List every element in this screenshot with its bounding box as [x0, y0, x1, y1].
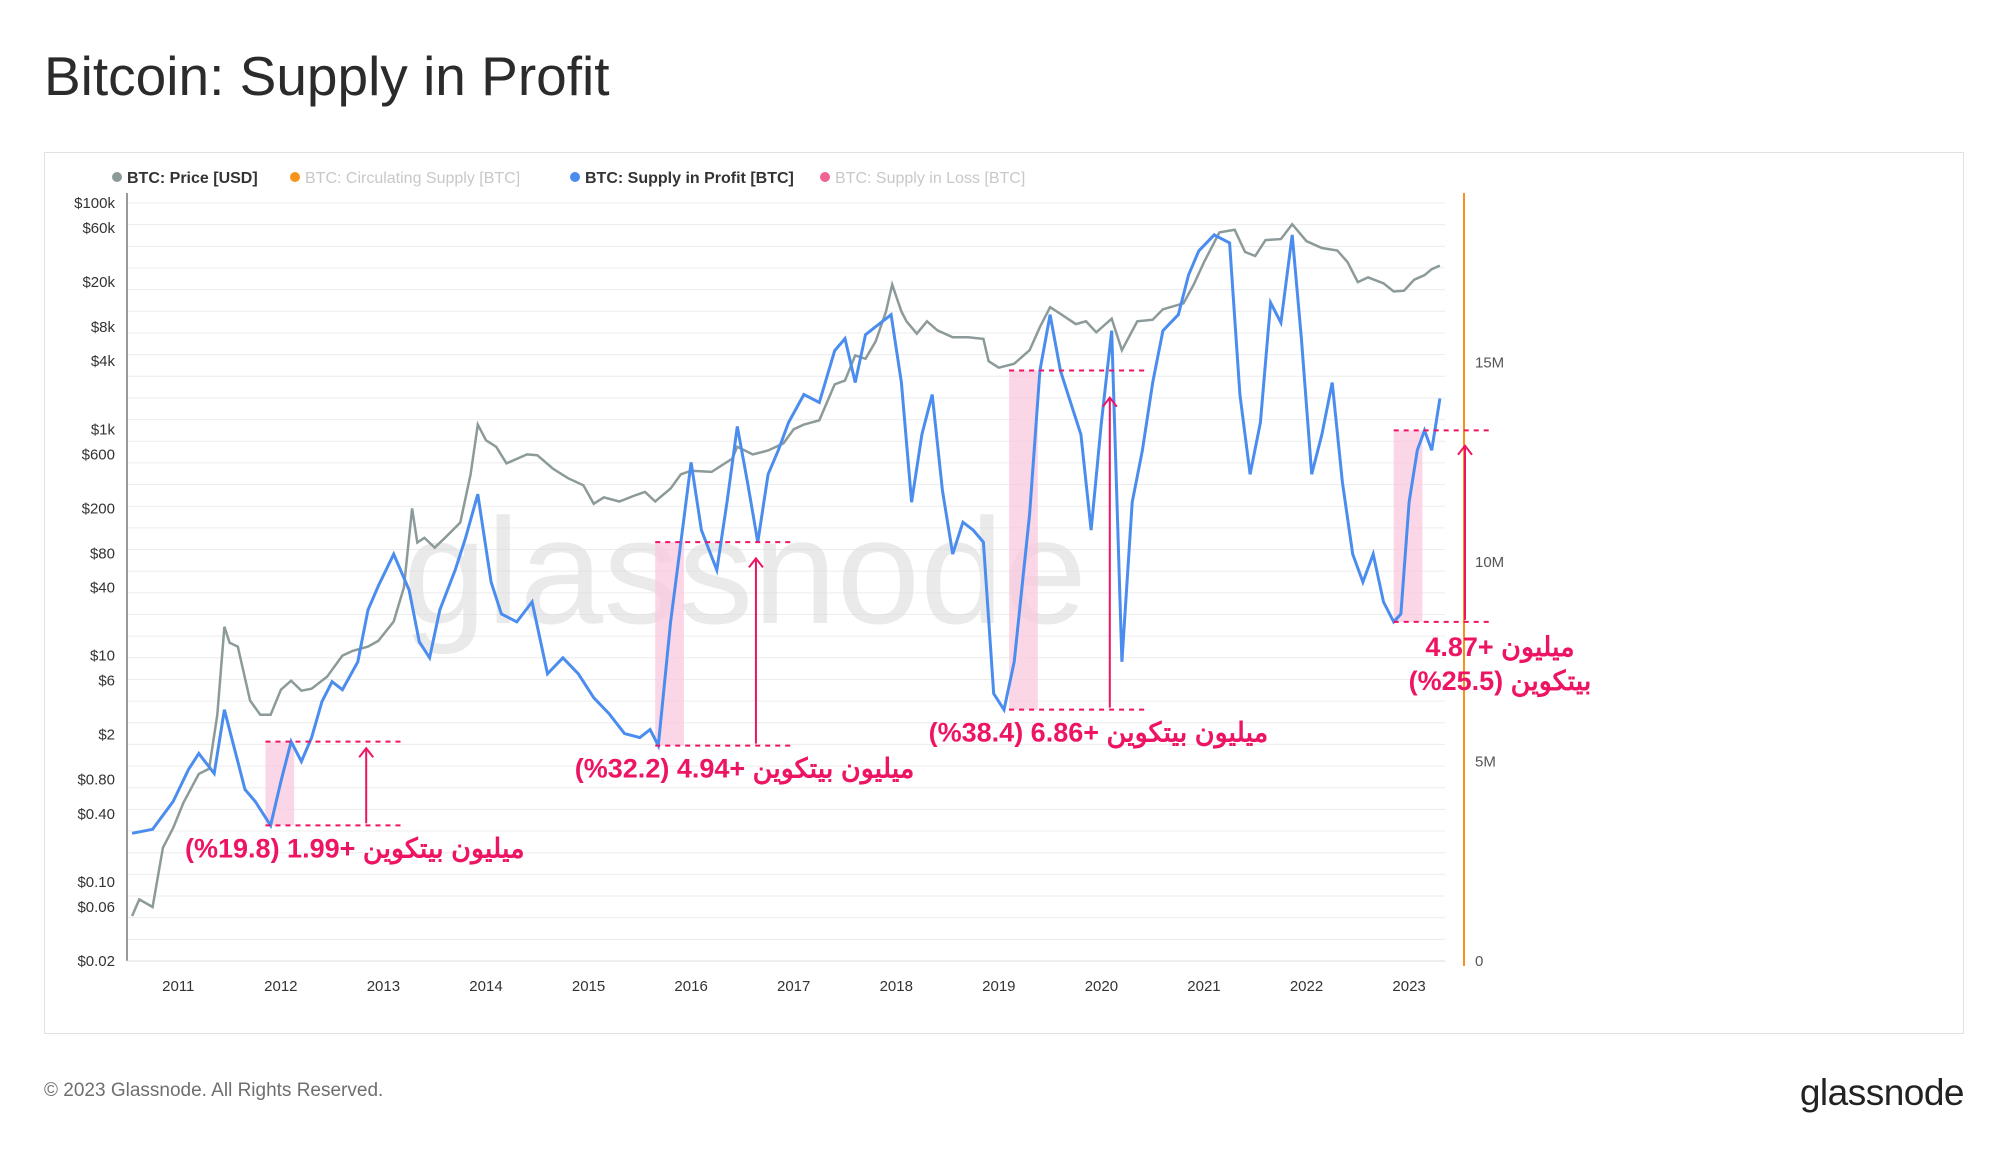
chart-legend[interactable]: BTC: Price [USD] BTC: Circulating Supply … [112, 170, 1025, 187]
x-tick-label: 2015 [572, 978, 605, 995]
x-tick-label: 2012 [264, 978, 297, 995]
y-tick-label-left: $60k [82, 220, 115, 237]
y-tick-label-left: $0.10 [77, 874, 115, 891]
legend-dot [112, 172, 122, 182]
legend-label: BTC: Circulating Supply [BTC] [305, 170, 520, 187]
y-tick-label-left: $0.40 [77, 806, 115, 823]
y-tick-label-right: 10M [1475, 554, 1504, 571]
annotations: (%19.8) 1.99+ ميليون بيتكوين (%32.2) 4.94… [185, 369, 1592, 865]
x-tick-label: 2023 [1392, 978, 1425, 995]
x-tick-label: 2019 [982, 978, 1015, 995]
chart-grid [127, 202, 1445, 962]
legend-item[interactable]: BTC: Supply in Loss [BTC] [820, 170, 1025, 187]
y-tick-label-left: $20k [82, 274, 115, 291]
chart-svg: BTC: Price [USD] BTC: Circulating Supply … [74, 170, 1592, 995]
legend-item[interactable]: BTC: Supply in Profit [BTC] [570, 170, 794, 187]
y-tick-label-left: $0.06 [77, 899, 115, 916]
legend-label: BTC: Price [USD] [127, 170, 258, 187]
x-tick-label: 2021 [1187, 978, 1220, 995]
legend-label: BTC: Supply in Profit [BTC] [585, 170, 794, 187]
y-tick-label-left: $80 [90, 545, 115, 562]
annotation-label: (%32.2) 4.94+ ميليون بيتكوين [575, 754, 915, 786]
x-tick-label: 2016 [674, 978, 707, 995]
y-tick-label-right: 5M [1475, 754, 1496, 771]
annotation-arrowhead [358, 746, 374, 758]
footer-logo[interactable]: glassnode [1799, 1072, 1965, 1113]
legend-dot [290, 172, 300, 182]
chart-container: BTC: Price [USD] BTC: Circulating Supply … [44, 152, 1964, 1034]
annotation-arrowhead [1102, 396, 1118, 408]
y-tick-label-left: $100k [74, 195, 115, 212]
x-tick-label: 2014 [469, 978, 502, 995]
legend-item[interactable]: BTC: Circulating Supply [BTC] [290, 170, 520, 187]
watermark: glassnode [403, 487, 1087, 655]
annotation-label: (%19.8) 1.99+ ميليون بيتكوين [185, 833, 525, 865]
page-title: Bitcoin: Supply in Profit [44, 45, 610, 107]
x-tick-label: 2020 [1085, 978, 1118, 995]
annotation-label-line1: 4.87+ ميليون [1425, 632, 1574, 664]
series-line-supply-in-profit [131, 233, 1442, 835]
y-tick-label-left: $600 [82, 446, 115, 463]
x-tick-label: 2017 [777, 978, 810, 995]
y-tick-label-left: $4k [91, 353, 116, 370]
y-tick-label-right: 0 [1475, 953, 1483, 970]
x-tick-label: 2022 [1290, 978, 1323, 995]
y-tick-label-right: 15M [1475, 355, 1504, 372]
annotation-arrowhead [748, 556, 764, 568]
annotation-arrowhead [1457, 444, 1473, 456]
legend-label: BTC: Supply in Loss [BTC] [835, 170, 1025, 187]
y-tick-label-left: $1k [91, 421, 116, 438]
y-tick-label-left: $8k [91, 319, 116, 336]
footer-copyright: © 2023 Glassnode. All Rights Reserved. [44, 1080, 384, 1101]
y-tick-label-left: $0.02 [77, 953, 115, 970]
y-tick-label-left: $2 [98, 727, 115, 744]
chart-series [130, 222, 1442, 917]
legend-dot [570, 172, 580, 182]
y-tick-label-left: $10 [90, 648, 115, 665]
x-tick-label: 2018 [880, 978, 913, 995]
x-tick-label: 2011 [162, 978, 194, 995]
legend-dot [820, 172, 830, 182]
y-tick-label-left: $6 [98, 673, 115, 690]
y-tick-label-left: $40 [90, 579, 115, 596]
series-line-price [130, 222, 1441, 917]
legend-item[interactable]: BTC: Price [USD] [112, 170, 258, 187]
annotation-label: (%38.4) 6.86+ ميليون بيتكوين [929, 718, 1269, 750]
annotation-label-line2: (%25.5) بيتكوين [1409, 666, 1592, 698]
y-tick-label-left: $200 [82, 500, 115, 517]
x-tick-label: 2013 [367, 978, 400, 995]
y-tick-label-left: $0.80 [77, 772, 115, 789]
